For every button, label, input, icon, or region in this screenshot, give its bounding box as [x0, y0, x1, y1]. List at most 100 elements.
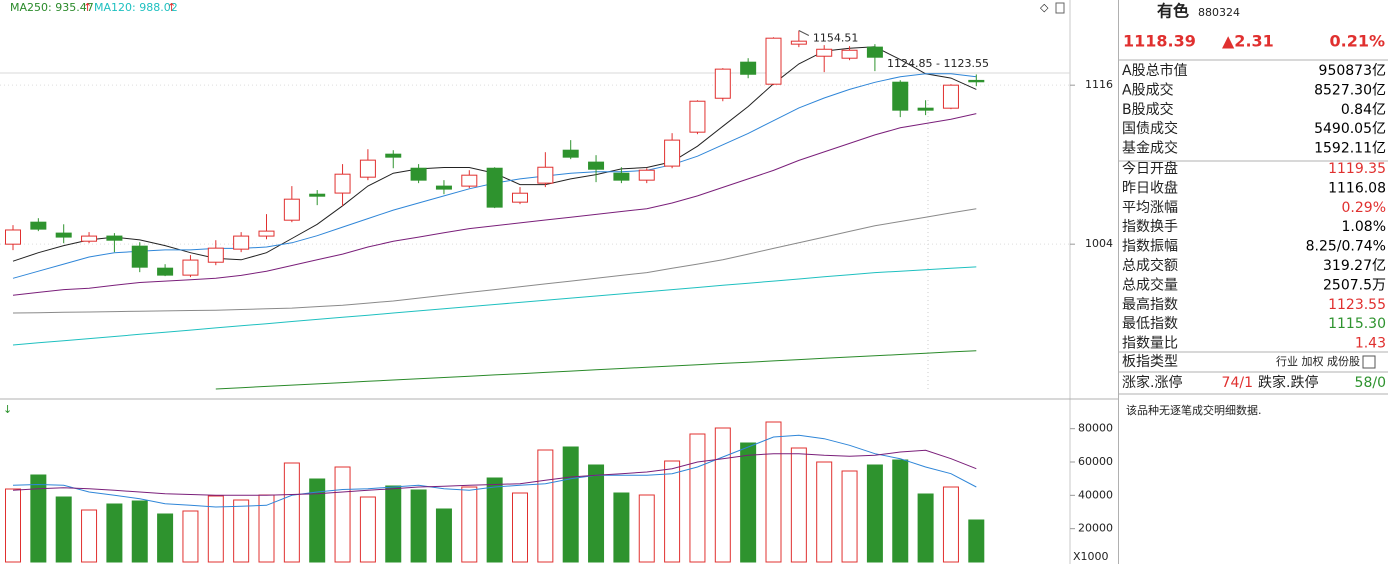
- ma-line: [12, 434, 977, 508]
- row-label: 平均涨幅: [1122, 200, 1178, 216]
- candle-body: [359, 159, 376, 178]
- volume-bar: [435, 508, 452, 563]
- volume-bar: [917, 493, 934, 563]
- volume-bar: [942, 486, 959, 563]
- row-label: 总成交额: [1122, 257, 1178, 274]
- candle-body: [157, 267, 174, 276]
- candle-body: [131, 245, 148, 268]
- legend-arrow: ↑: [83, 1, 92, 14]
- row-value: 1.08%: [1342, 219, 1386, 235]
- legend-label: MA250: 935.47: [10, 1, 94, 14]
- row-label: A股总市值: [1122, 62, 1188, 79]
- candle-body: [638, 169, 655, 181]
- candle-body: [917, 107, 934, 111]
- icon[interactable]: ◇: [1040, 1, 1049, 14]
- y-tick-label: 1004: [1085, 237, 1113, 250]
- candle-body: [512, 192, 528, 203]
- volume-bar: [385, 485, 402, 563]
- row-label: 跌家.跌停: [1258, 374, 1318, 391]
- volume-bar: [334, 466, 351, 563]
- row-value: 5490.05亿: [1314, 121, 1386, 137]
- row-value: 2507.5万: [1323, 277, 1386, 293]
- icon[interactable]: [1055, 2, 1065, 14]
- change: ▲2.31: [1222, 32, 1274, 51]
- row-label: 今日开盘: [1122, 160, 1178, 177]
- candle-body: [55, 232, 72, 238]
- row-value: 58/0: [1355, 375, 1386, 391]
- row-label: A股成交: [1122, 81, 1174, 98]
- row-label: 国债成交: [1122, 120, 1178, 137]
- ma-line: [215, 350, 977, 390]
- ma-line: [12, 208, 977, 314]
- annotation-pointer: [798, 30, 810, 36]
- unit-label: X1000: [1073, 550, 1109, 563]
- candle-body: [334, 173, 351, 194]
- candle-body: [664, 139, 681, 167]
- candle-body: [841, 49, 858, 59]
- stock-name: 有色: [1157, 2, 1189, 21]
- candle-body: [435, 185, 452, 190]
- ma-line: [12, 46, 977, 262]
- row-value: 74/1: [1222, 375, 1253, 391]
- volume-bar: [233, 499, 250, 563]
- row-value: 8.25/0.74%: [1306, 239, 1386, 255]
- volume-bar: [588, 464, 605, 563]
- row-label: B股成交: [1122, 101, 1174, 118]
- row-label: 涨家.涨停: [1122, 374, 1182, 391]
- row-value: 0.84亿: [1341, 102, 1386, 118]
- candle-body: [968, 79, 985, 83]
- volume-bar: [309, 478, 326, 563]
- candle-body: [30, 221, 47, 230]
- y-tick-label: 80000: [1078, 422, 1113, 435]
- ma-line: [12, 113, 977, 296]
- volume-bar: [410, 489, 427, 563]
- row-value: 0.29%: [1342, 200, 1386, 216]
- volume-bar: [512, 492, 528, 563]
- volume-bar: [207, 495, 224, 563]
- volume-bar: [461, 486, 478, 563]
- y-tick-label: 60000: [1078, 455, 1113, 468]
- quote-panel: 有色 880324 1118.39 ▲2.31 0.21% 板指类型 行业 加权…: [1118, 2, 1388, 417]
- candle-body: [765, 37, 782, 85]
- volume-bar: [157, 513, 174, 563]
- volume-bar: [740, 442, 757, 563]
- candle-body: [942, 84, 959, 109]
- row-label: 最低指数: [1122, 316, 1178, 332]
- candle-body: [106, 235, 123, 241]
- volume-bar: [892, 459, 909, 563]
- candle-body: [258, 230, 275, 237]
- y-tick-label: 40000: [1078, 488, 1113, 501]
- row-label: 指数换手: [1122, 218, 1178, 235]
- volume-bar: [537, 449, 554, 563]
- candle-body: [613, 172, 630, 181]
- row-label: 基金成交: [1122, 140, 1178, 157]
- volume-bar: [5, 488, 21, 563]
- volume-bar: [714, 427, 731, 563]
- y-tick-label: 20000: [1078, 522, 1113, 535]
- candle-body: [588, 161, 605, 170]
- volume-bar: [182, 510, 199, 563]
- price: 1118.39: [1123, 32, 1196, 51]
- row-value: 1.43: [1355, 336, 1386, 352]
- volume-bar: [664, 460, 681, 563]
- candle-body: [283, 198, 300, 221]
- volume-bar: [359, 496, 376, 563]
- row-label: 昨日收盘: [1122, 179, 1178, 196]
- icon[interactable]: [1362, 355, 1376, 369]
- candle-body: [410, 167, 427, 181]
- volume-bar: [613, 492, 630, 563]
- row-value[interactable]: 行业 加权 成份股: [1276, 355, 1360, 368]
- row-label: 板指类型: [1122, 354, 1178, 370]
- candle-body: [5, 229, 21, 245]
- candle-body: [866, 46, 883, 58]
- volume-bar: [968, 519, 985, 563]
- candle-body: [309, 193, 326, 197]
- stock-code: 880324: [1198, 6, 1240, 19]
- y-tick-label: 1116: [1085, 78, 1113, 91]
- volume-bar: [486, 477, 503, 563]
- row-value: 1592.11亿: [1314, 141, 1386, 157]
- row-label: 总成交量: [1122, 276, 1178, 293]
- candle-body: [81, 235, 98, 242]
- volume-bar: [689, 433, 706, 563]
